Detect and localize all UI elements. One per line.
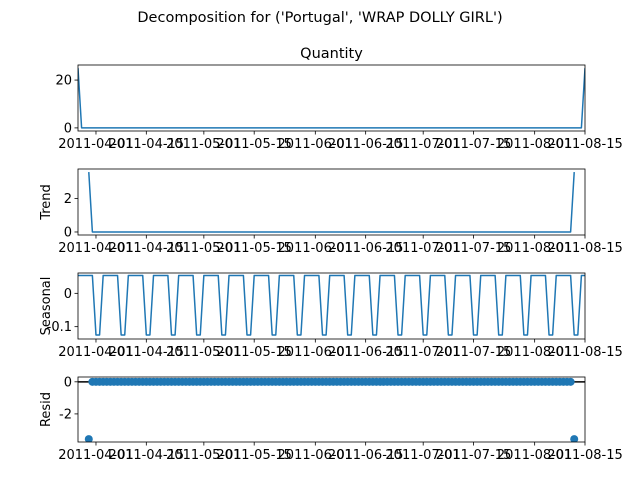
resid-point bbox=[570, 435, 579, 442]
y-tick-label: 20 bbox=[55, 74, 72, 89]
panel-1: 0 20 2011-04-012011-04-152011-05-012011-05… bbox=[55, 46, 622, 152]
x-tick-label: 2011-05-01 bbox=[166, 137, 242, 152]
y-tick-label: 0 bbox=[64, 287, 72, 302]
x-tick-label: 2011-08-01 bbox=[497, 448, 573, 463]
x-tick-label: 2011-06-15 bbox=[328, 137, 404, 152]
x-tick-label: 2011-08-15 bbox=[547, 345, 623, 360]
figure-suptitle: Decomposition for ('Portugal', 'WRAP DOL… bbox=[137, 10, 502, 26]
resid-point bbox=[84, 435, 93, 442]
panels-group: 0202011-04-012011-04-152011-05-012011-05… bbox=[39, 46, 623, 463]
x-tick-label: 2011-05-01 bbox=[166, 448, 242, 463]
x-tick-label: 2011-06-15 bbox=[328, 345, 404, 360]
x-tick-label: 2011-08-01 bbox=[497, 137, 573, 152]
x-tick-label: 2011-07-01 bbox=[385, 241, 461, 256]
panel-frame bbox=[77, 272, 586, 340]
x-tick-label: 2011-04-01 bbox=[58, 241, 134, 256]
plot-area bbox=[78, 68, 585, 129]
x-tick-label: 2011-07-01 bbox=[385, 137, 461, 152]
panel-frame bbox=[77, 168, 586, 236]
plot-area bbox=[88, 171, 575, 233]
series-line bbox=[78, 274, 585, 336]
y-tick-label: -0.1 bbox=[47, 320, 72, 335]
panel-4: 0 -2 2011-04-012011-04-152011-05-012011-05… bbox=[39, 375, 623, 463]
x-tick-label: 2011-04-15 bbox=[109, 137, 185, 152]
panel-frame bbox=[77, 376, 586, 443]
x-tick-label: 2011-05-15 bbox=[216, 137, 292, 152]
x-tick-label: 2011-05-15 bbox=[216, 241, 292, 256]
x-tick-label: 2011-07-15 bbox=[436, 345, 512, 360]
panel-3: 0-0.12011-04-012011-04-152011-05-012011-… bbox=[39, 272, 623, 360]
y-tick-label: 0 bbox=[64, 375, 72, 390]
x-tick-label: 2011-05-15 bbox=[216, 345, 292, 360]
x-tick-label: 2011-07-15 bbox=[436, 241, 512, 256]
y-tick-label: 2 bbox=[64, 192, 72, 207]
x-tick-label: 2011-04-15 bbox=[109, 448, 185, 463]
panel-2: 0 2 2011-04-012011-04-152011-05-012011-05-… bbox=[39, 168, 623, 256]
x-tick-label: 2011-08-01 bbox=[497, 241, 573, 256]
series-line bbox=[88, 171, 575, 233]
x-tick-label: 2011-08-15 bbox=[547, 448, 623, 463]
x-tick-label: 2011-06-15 bbox=[328, 448, 404, 463]
y-tick-label: 0 bbox=[64, 225, 72, 240]
panel-title: Quantity bbox=[300, 46, 363, 62]
x-tick-label: 2011-07-15 bbox=[436, 448, 512, 463]
x-tick-label: 2011-04-15 bbox=[109, 345, 185, 360]
x-tick-label: 2011-05-01 bbox=[166, 345, 242, 360]
y-tick-label: -2 bbox=[59, 407, 72, 422]
plot-area bbox=[78, 274, 585, 336]
y-axis-label: Seasonal bbox=[39, 277, 54, 336]
y-tick-label: 0 bbox=[64, 121, 72, 136]
x-tick-label: 2011-04-01 bbox=[58, 448, 134, 463]
x-tick-label: 2011-08-01 bbox=[497, 345, 573, 360]
x-tick-label: 2011-06-01 bbox=[278, 137, 354, 152]
x-tick-label: 2011-05-01 bbox=[166, 241, 242, 256]
x-tick-label: 2011-07-15 bbox=[436, 137, 512, 152]
x-tick-label: 2011-08-15 bbox=[547, 137, 623, 152]
x-tick-label: 2011-08-15 bbox=[547, 241, 623, 256]
x-tick-label: 2011-06-15 bbox=[328, 241, 404, 256]
y-axis-label: Trend bbox=[39, 184, 54, 221]
x-tick-label: 2011-06-01 bbox=[278, 448, 354, 463]
x-tick-label: 2011-05-15 bbox=[216, 448, 292, 463]
x-tick-label: 2011-04-15 bbox=[109, 241, 185, 256]
plot-area bbox=[78, 377, 585, 442]
x-tick-label: 2011-06-01 bbox=[278, 241, 354, 256]
x-tick-label: 2011-06-01 bbox=[278, 345, 354, 360]
x-tick-label: 2011-07-01 bbox=[385, 345, 461, 360]
x-tick-label: 2011-04-01 bbox=[58, 137, 134, 152]
panel-frame bbox=[77, 64, 586, 132]
x-tick-label: 2011-07-01 bbox=[385, 448, 461, 463]
x-tick-label: 2011-04-01 bbox=[58, 345, 134, 360]
resid-point bbox=[566, 377, 575, 386]
y-axis-label: Resid bbox=[39, 392, 54, 427]
series-line bbox=[78, 68, 585, 129]
